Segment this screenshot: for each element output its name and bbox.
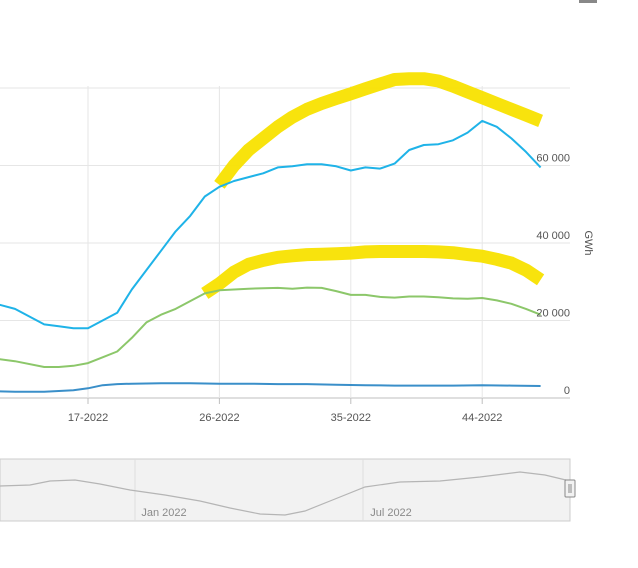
navigator-series-line: [0, 471, 571, 516]
navigator-background: [0, 458, 571, 522]
y-axis-title: GWh: [582, 230, 594, 255]
y-tick-label: 20 000: [536, 308, 570, 320]
time-navigator[interactable]: Jan 2022 Jul 2022: [0, 458, 576, 522]
series-line-3: [0, 382, 541, 393]
series-line-1: [0, 119, 542, 330]
highlight-stroke-2: [201, 245, 545, 299]
x-tick-label: 44-2022: [462, 412, 502, 424]
axes: 0 20 000 40 000 60 000 17-2022 26-2022 35-2022…: [68, 153, 570, 425]
navigator-handle[interactable]: [564, 479, 576, 498]
grid-lines: [0, 86, 570, 399]
navigator-label-jan: Jan 2022: [141, 507, 186, 519]
series-lines: [0, 72, 545, 393]
x-tick-label: 35-2022: [331, 412, 371, 424]
series-line-2: [0, 286, 541, 368]
y-tick-label: 40 000: [536, 230, 570, 242]
navigator-label-jul: Jul 2022: [370, 507, 412, 519]
x-tick-label: 26-2022: [199, 412, 239, 424]
x-tick-label: 17-2022: [68, 412, 108, 424]
highlight-stroke-1: [214, 72, 543, 189]
y-tick-label: 0: [564, 385, 570, 397]
y-tick-label: 60 000: [536, 153, 570, 165]
corner-button[interactable]: [579, 0, 597, 3]
